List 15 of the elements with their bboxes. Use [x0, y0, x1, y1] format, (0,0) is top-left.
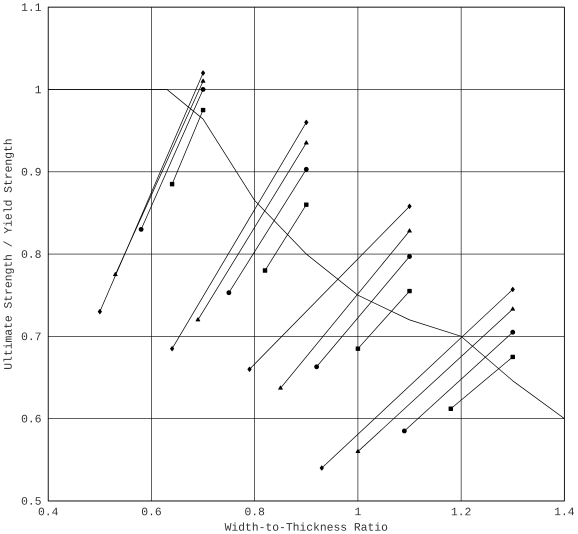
- y-tick-label: 0.6: [22, 414, 41, 422]
- x-axis-title: Width-to-Thickness Ratio: [224, 522, 388, 531]
- x-tick-label: 1.4: [554, 508, 574, 516]
- y-tick-label: 0.9: [22, 168, 41, 176]
- y-tick-label: 0.7: [22, 332, 41, 340]
- y-tick-label: 1: [36, 86, 41, 94]
- y-tick-label: 1.1: [22, 3, 41, 11]
- x-tick-label: 1: [355, 508, 361, 516]
- x-tick-label: 0.6: [142, 508, 161, 516]
- x-tick-label: 0.8: [245, 508, 264, 516]
- y-tick-label: 0.8: [22, 250, 41, 258]
- x-tick-label: 1.2: [452, 508, 471, 516]
- y-tick-label: 0.5: [22, 496, 41, 505]
- x-tick-label: 0.4: [38, 508, 58, 516]
- y-axis-title: Ultimate Strength / Yield Strength: [3, 139, 14, 369]
